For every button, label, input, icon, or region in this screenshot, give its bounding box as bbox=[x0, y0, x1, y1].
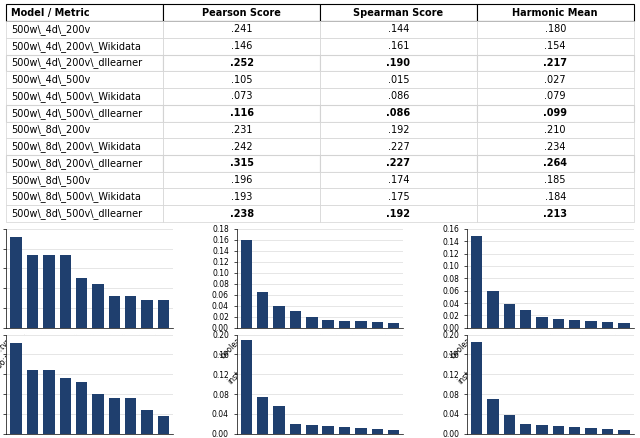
Bar bbox=[257, 396, 269, 434]
Bar bbox=[60, 378, 71, 434]
Bar bbox=[371, 322, 383, 328]
Bar bbox=[241, 240, 252, 328]
X-axis label: (b) depth=4, Wikidata: (b) depth=4, Wikidata bbox=[258, 391, 382, 401]
Bar bbox=[60, 254, 71, 328]
Bar bbox=[355, 427, 367, 434]
Bar bbox=[306, 317, 317, 328]
Bar bbox=[290, 424, 301, 434]
Bar bbox=[27, 370, 38, 434]
Bar bbox=[618, 324, 630, 328]
Bar bbox=[602, 429, 613, 434]
Bar bbox=[520, 311, 531, 328]
Bar bbox=[388, 430, 399, 434]
Bar bbox=[323, 320, 334, 328]
Bar bbox=[355, 321, 367, 328]
Bar bbox=[504, 415, 515, 434]
Bar bbox=[76, 278, 87, 328]
Bar bbox=[290, 311, 301, 328]
Bar bbox=[602, 322, 613, 328]
X-axis label: (a) depth=4, original: (a) depth=4, original bbox=[31, 379, 148, 389]
Bar bbox=[125, 398, 136, 434]
Bar bbox=[569, 427, 580, 434]
Bar bbox=[109, 398, 120, 434]
X-axis label: (c) depth=4, DL-Learner: (c) depth=4, DL-Learner bbox=[483, 391, 618, 401]
Bar bbox=[43, 254, 54, 328]
Bar bbox=[43, 370, 54, 434]
Bar bbox=[520, 424, 531, 434]
Bar bbox=[141, 410, 153, 434]
Bar bbox=[586, 321, 597, 328]
Bar bbox=[273, 406, 285, 434]
Bar bbox=[339, 321, 350, 328]
Bar bbox=[141, 300, 153, 328]
Bar bbox=[27, 254, 38, 328]
Bar bbox=[273, 306, 285, 328]
Bar bbox=[569, 320, 580, 328]
Bar bbox=[323, 426, 334, 434]
Bar bbox=[92, 284, 104, 328]
Bar bbox=[618, 430, 630, 434]
Bar bbox=[157, 300, 169, 328]
Bar bbox=[371, 429, 383, 434]
Bar bbox=[487, 399, 499, 434]
Bar bbox=[10, 343, 22, 434]
Bar bbox=[92, 394, 104, 434]
Bar bbox=[257, 292, 269, 328]
Bar bbox=[339, 427, 350, 434]
Bar bbox=[536, 317, 548, 328]
Bar bbox=[536, 425, 548, 434]
Bar bbox=[125, 296, 136, 328]
Bar bbox=[10, 237, 22, 328]
Bar bbox=[471, 237, 483, 328]
Bar bbox=[306, 425, 317, 434]
Bar bbox=[388, 323, 399, 328]
Bar bbox=[157, 416, 169, 434]
Bar bbox=[241, 339, 252, 434]
Bar bbox=[586, 427, 597, 434]
Bar bbox=[487, 291, 499, 328]
Bar bbox=[471, 342, 483, 434]
Bar bbox=[553, 319, 564, 328]
Bar bbox=[76, 382, 87, 434]
Bar bbox=[504, 304, 515, 328]
Bar bbox=[553, 426, 564, 434]
Bar bbox=[109, 296, 120, 328]
